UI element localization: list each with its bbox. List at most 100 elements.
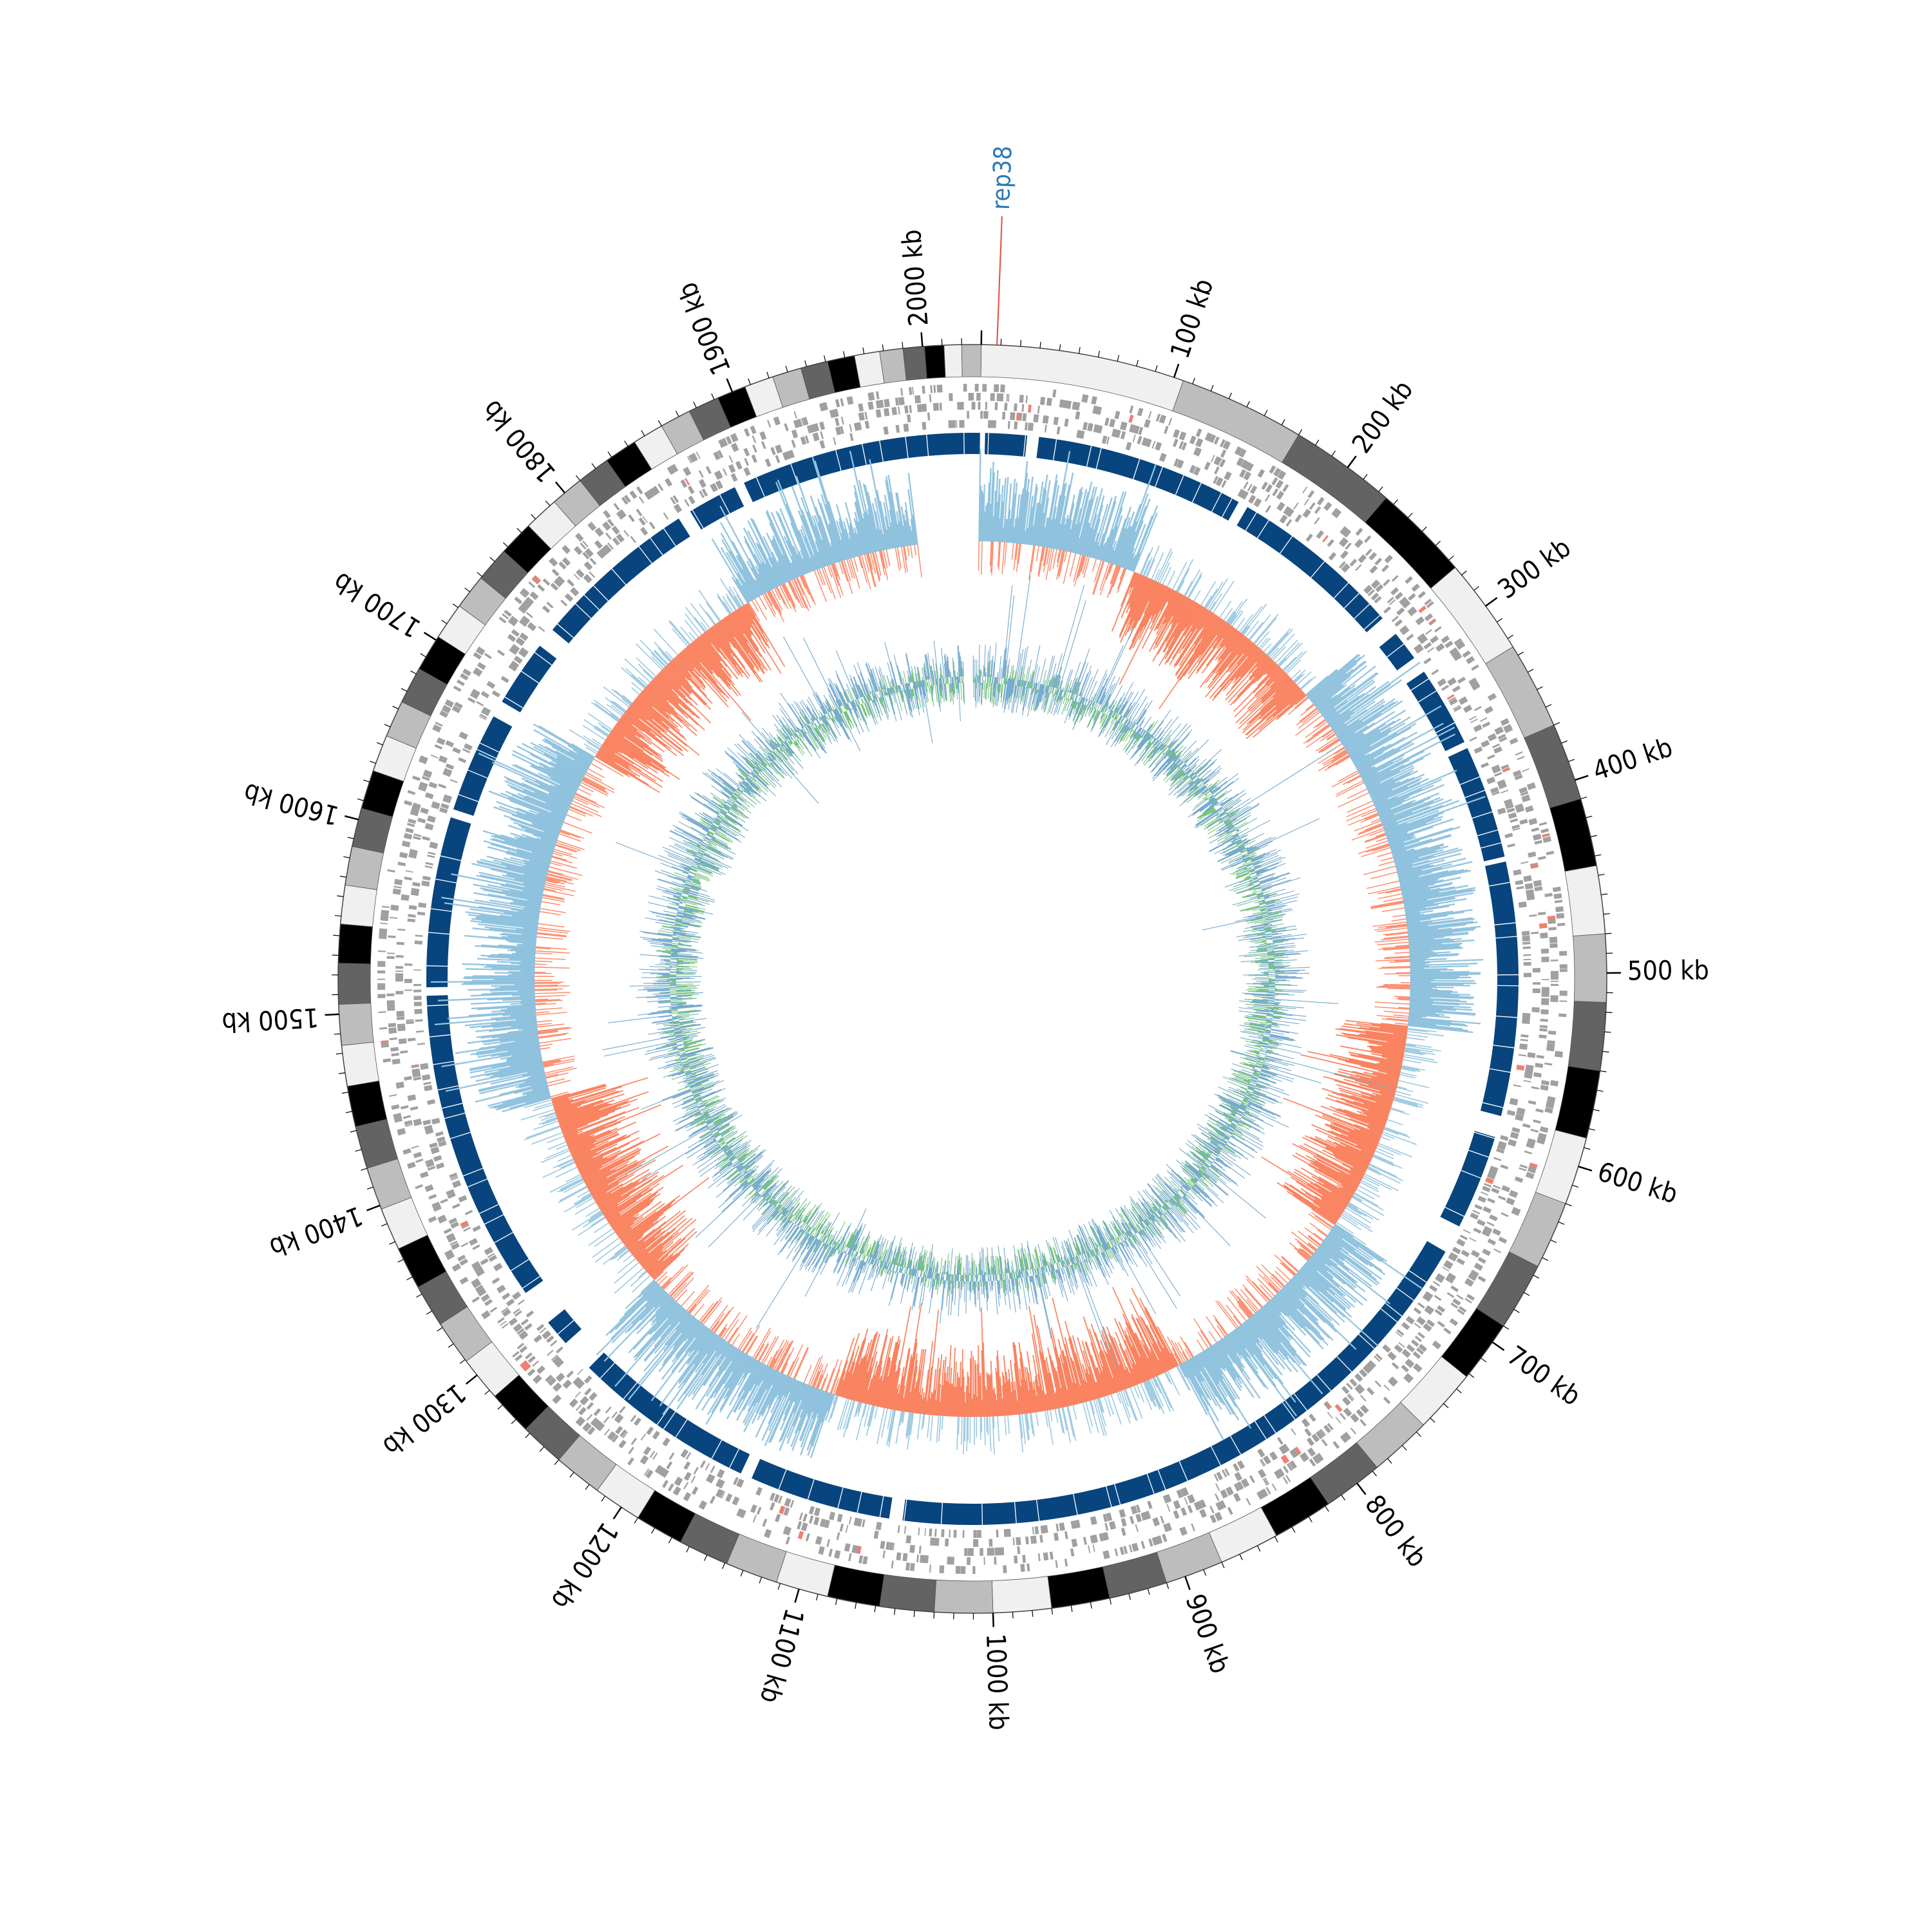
gene-feature: [1486, 778, 1496, 784]
skew-bar-negative: [1398, 975, 1410, 976]
gene-feature: [1087, 1545, 1091, 1553]
major-tick: [612, 1506, 622, 1520]
gene-feature: [578, 1406, 587, 1416]
gene-feature: [518, 618, 528, 627]
gene-feature: [1092, 1544, 1095, 1553]
gene-feature: [1019, 413, 1023, 421]
skew-bar-negative: [1052, 549, 1057, 569]
gene-feature: [551, 569, 560, 576]
gene-feature: [849, 433, 854, 441]
gene-feature: [1556, 913, 1565, 919]
block-separator: [440, 855, 462, 862]
gene-feature: [406, 1021, 414, 1025]
gene-feature: [895, 424, 900, 433]
gene-feature: [1487, 733, 1497, 742]
gene-feature: [479, 714, 488, 719]
ideogram-band: [1567, 1001, 1607, 1072]
gene-feature: [1515, 803, 1524, 810]
minor-tick: [804, 360, 807, 367]
gene-feature: [428, 1193, 437, 1200]
gene-feature: [670, 497, 676, 505]
block-separator: [433, 1061, 455, 1065]
minor-tick: [1461, 571, 1467, 576]
minor-tick: [416, 1293, 422, 1298]
gene-feature: [880, 399, 884, 408]
gene-feature: [1539, 1025, 1548, 1028]
gene-feature: [730, 433, 739, 443]
skew-bar-negative: [539, 1037, 572, 1044]
gene-feature: [691, 453, 698, 462]
gene-feature: [871, 392, 875, 401]
skew-bar-negative: [1110, 565, 1119, 584]
skew-bar-negative: [1157, 598, 1191, 655]
gene-feature: [927, 412, 931, 421]
skew-bar-negative: [535, 976, 554, 977]
gene-feature: [1155, 413, 1161, 422]
gene-feature: [506, 1298, 515, 1307]
skew-bar-positive: [1204, 589, 1218, 609]
block-separator: [755, 477, 766, 497]
gene-feature: [1240, 1478, 1250, 1488]
gene-feature: [509, 646, 518, 655]
gene-feature: [477, 661, 486, 670]
syntenic-block: [589, 1352, 750, 1473]
tick-label: 1000 kb: [980, 1633, 1014, 1731]
gene-feature: [630, 1437, 638, 1445]
gene-feature: [525, 596, 535, 605]
gene-feature: [722, 468, 728, 476]
gene-feature: [1470, 1249, 1480, 1258]
syntenic-block: [984, 433, 1028, 457]
block-separator: [650, 537, 663, 556]
minor-tick: [333, 934, 340, 936]
gene-feature: [826, 1539, 831, 1548]
gene-feature: [1540, 828, 1549, 833]
block-separator: [1489, 882, 1510, 887]
minor-tick: [693, 401, 697, 408]
gene-feature: [554, 1358, 564, 1368]
gene-feature: [1541, 998, 1549, 1003]
gene-feature: [417, 817, 426, 824]
skew-bar-negative: [1138, 585, 1166, 640]
gene-feature: [1003, 1529, 1010, 1537]
gene-feature: [589, 1392, 598, 1401]
block-separator: [837, 1487, 844, 1508]
gene-feature: [1516, 1065, 1525, 1071]
gene-feature: [573, 1377, 582, 1386]
gene-feature: [553, 1383, 560, 1390]
skew-bar-negative: [1377, 942, 1409, 945]
minor-tick: [1565, 1203, 1572, 1207]
gene-feature: [618, 1439, 627, 1449]
skew-bar-negative: [1073, 554, 1081, 582]
gene-feature: [523, 616, 530, 622]
gene-feature: [813, 423, 820, 432]
minor-tick: [1468, 1373, 1475, 1378]
gene-feature: [755, 1486, 763, 1496]
gene-feature: [392, 1058, 401, 1065]
gene-feature: [1477, 1219, 1486, 1227]
gene-feature: [1508, 1139, 1517, 1147]
skew-bar-positive: [887, 1409, 895, 1442]
gene-feature: [1037, 1553, 1041, 1562]
gene-feature: [1459, 697, 1468, 705]
gene-feature: [973, 1539, 979, 1547]
ideogram-band: [943, 344, 963, 378]
gene-feature: [1219, 459, 1226, 468]
gene-feature: [1469, 1237, 1477, 1242]
skew-bar-negative: [663, 1264, 688, 1290]
gene-feature: [782, 1526, 789, 1535]
gene-feature: [945, 1538, 949, 1547]
skew-bar-positive: [976, 1416, 978, 1437]
gene-feature: [775, 455, 781, 464]
gene-feature: [1492, 791, 1500, 796]
gene-feature: [883, 408, 890, 417]
skew-bar-negative: [1300, 704, 1314, 716]
gene-feature: [698, 478, 706, 488]
skew-bar-negative: [991, 541, 994, 576]
gene-feature: [451, 1242, 460, 1250]
gene-feature: [435, 721, 443, 727]
gene-feature: [1409, 609, 1417, 616]
gene-feature: [788, 450, 795, 459]
gene-feature: [509, 616, 519, 624]
gene-feature: [1264, 494, 1271, 502]
gene-feature: [1417, 633, 1426, 643]
